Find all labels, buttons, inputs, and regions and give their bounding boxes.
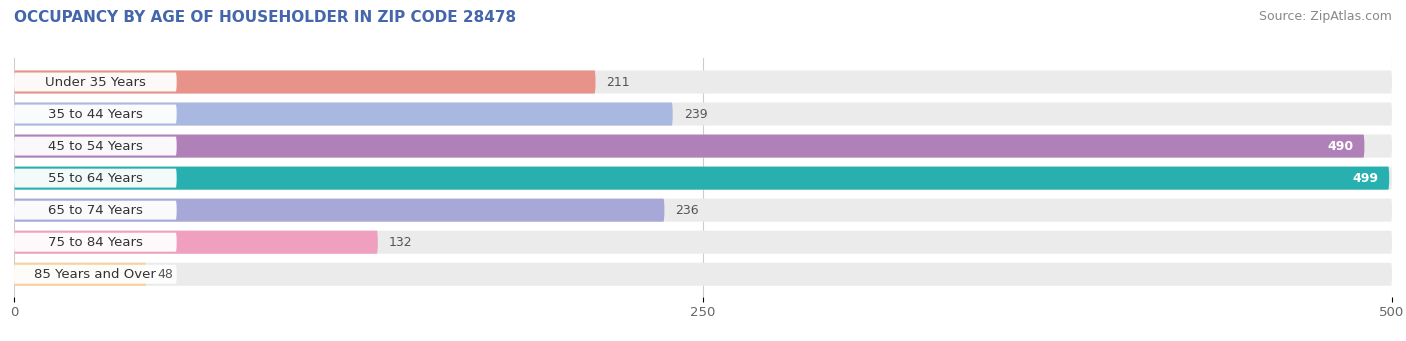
FancyBboxPatch shape xyxy=(14,231,378,254)
Text: 85 Years and Over: 85 Years and Over xyxy=(34,268,156,281)
FancyBboxPatch shape xyxy=(14,233,177,252)
Text: OCCUPANCY BY AGE OF HOUSEHOLDER IN ZIP CODE 28478: OCCUPANCY BY AGE OF HOUSEHOLDER IN ZIP C… xyxy=(14,10,516,25)
FancyBboxPatch shape xyxy=(14,135,1364,158)
Text: 211: 211 xyxy=(606,75,630,89)
FancyBboxPatch shape xyxy=(14,103,1392,125)
FancyBboxPatch shape xyxy=(14,73,177,91)
Text: 239: 239 xyxy=(683,107,707,120)
Text: 55 to 64 Years: 55 to 64 Years xyxy=(48,172,143,184)
FancyBboxPatch shape xyxy=(14,198,1392,222)
Text: 35 to 44 Years: 35 to 44 Years xyxy=(48,107,143,120)
Text: 499: 499 xyxy=(1353,172,1378,184)
Text: Source: ZipAtlas.com: Source: ZipAtlas.com xyxy=(1258,10,1392,23)
Text: 45 to 54 Years: 45 to 54 Years xyxy=(48,139,143,152)
Text: 132: 132 xyxy=(389,236,412,249)
Text: 48: 48 xyxy=(157,268,173,281)
FancyBboxPatch shape xyxy=(14,201,177,220)
Text: 65 to 74 Years: 65 to 74 Years xyxy=(48,204,143,217)
FancyBboxPatch shape xyxy=(14,265,177,284)
FancyBboxPatch shape xyxy=(14,167,1392,190)
FancyBboxPatch shape xyxy=(14,167,1389,190)
FancyBboxPatch shape xyxy=(14,71,1392,93)
FancyBboxPatch shape xyxy=(14,105,177,123)
FancyBboxPatch shape xyxy=(14,169,177,188)
FancyBboxPatch shape xyxy=(14,71,596,93)
Text: 236: 236 xyxy=(675,204,699,217)
Text: 75 to 84 Years: 75 to 84 Years xyxy=(48,236,143,249)
FancyBboxPatch shape xyxy=(14,231,1392,254)
Text: 490: 490 xyxy=(1327,139,1354,152)
FancyBboxPatch shape xyxy=(14,137,177,155)
FancyBboxPatch shape xyxy=(14,263,1392,286)
FancyBboxPatch shape xyxy=(14,198,665,222)
FancyBboxPatch shape xyxy=(14,263,146,286)
FancyBboxPatch shape xyxy=(14,135,1392,158)
FancyBboxPatch shape xyxy=(14,103,672,125)
Text: Under 35 Years: Under 35 Years xyxy=(45,75,146,89)
